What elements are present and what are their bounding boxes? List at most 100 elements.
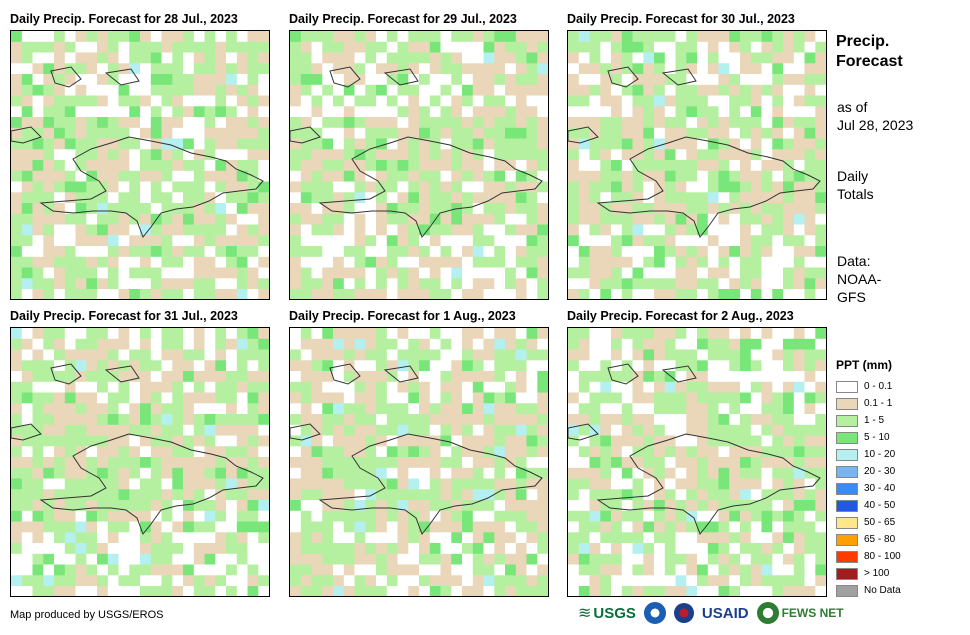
precip-cell	[86, 500, 98, 512]
precip-cell	[247, 586, 259, 596]
precip-cell	[129, 349, 141, 361]
precip-cell	[204, 138, 216, 150]
precip-cell	[654, 489, 666, 501]
precip-cell	[440, 467, 452, 480]
precip-cell	[654, 510, 666, 523]
precip-cell	[600, 414, 612, 426]
precip-cell	[215, 532, 227, 544]
precip-cell	[204, 74, 216, 86]
precip-cell	[697, 371, 709, 383]
precip-cell	[397, 500, 409, 512]
precip-cell	[440, 532, 452, 544]
precip-cell	[589, 235, 601, 247]
precip-cell	[750, 95, 763, 107]
precip-cell	[64, 575, 77, 587]
precip-cell	[697, 564, 709, 576]
precip-cell	[247, 543, 259, 555]
precip-cell	[161, 192, 173, 204]
precip-cell	[707, 467, 720, 480]
precip-cell	[419, 360, 431, 372]
precip-cell	[258, 95, 269, 107]
precip-cell	[107, 127, 120, 140]
precip-cell	[664, 543, 677, 555]
precip-cell	[311, 41, 323, 54]
precip-cell	[21, 203, 34, 215]
precip-cell	[419, 338, 431, 351]
precip-cell	[215, 553, 227, 566]
precip-cell	[589, 532, 601, 544]
precip-cell	[568, 424, 580, 437]
precip-cell	[300, 457, 313, 469]
precip-cell	[397, 489, 409, 501]
precip-cell	[429, 41, 442, 54]
precip-cell	[783, 414, 795, 426]
precip-cell	[21, 328, 34, 340]
precip-cell	[54, 392, 66, 404]
precip-cell	[783, 84, 795, 97]
precip-cell	[526, 224, 538, 236]
precip-cell	[365, 564, 377, 576]
precip-cell	[322, 381, 334, 394]
precip-cell	[664, 500, 677, 512]
precip-cell	[483, 328, 495, 340]
precip-cell	[804, 521, 816, 533]
precip-cell	[54, 289, 66, 299]
precip-cell	[537, 224, 548, 236]
precip-cell	[322, 74, 334, 86]
precip-cell	[11, 414, 23, 426]
precip-cell	[64, 95, 77, 107]
precip-cell	[183, 127, 195, 140]
precip-cell	[343, 127, 356, 140]
side-title: Precip. Forecast	[836, 32, 903, 72]
precip-cell	[815, 106, 826, 118]
precip-cell	[333, 457, 345, 469]
precip-cell	[675, 414, 687, 426]
precip-cell	[429, 349, 442, 361]
precip-cell	[129, 95, 141, 107]
precip-cell	[718, 564, 730, 576]
precip-cell	[462, 213, 474, 226]
precip-cell	[537, 414, 548, 426]
precip-cell	[11, 586, 23, 596]
precip-cell	[21, 170, 34, 183]
precip-cell	[64, 349, 77, 361]
precip-cell	[386, 170, 399, 183]
precip-cell	[365, 424, 377, 437]
precip-cell	[161, 521, 173, 533]
precip-cell	[193, 224, 206, 236]
precip-cell	[204, 510, 216, 523]
precip-cell	[707, 31, 720, 43]
precip-cell	[172, 170, 184, 183]
precip-cell	[311, 543, 323, 555]
precip-cell	[75, 360, 87, 372]
precip-cell	[333, 424, 345, 437]
precip-cell	[43, 170, 55, 183]
precip-cell	[600, 52, 612, 64]
precip-cell	[129, 414, 141, 426]
precip-cell	[783, 170, 795, 183]
precip-cell	[247, 63, 259, 75]
precip-cell	[258, 446, 269, 458]
precip-cell	[54, 256, 66, 269]
precip-cell	[11, 181, 23, 193]
precip-cell	[64, 84, 77, 97]
precip-cell	[354, 553, 366, 566]
precip-cell	[686, 267, 698, 279]
coastline	[661, 365, 697, 383]
precip-cell	[64, 149, 77, 161]
precip-cell	[526, 543, 538, 555]
precip-cell	[311, 278, 323, 290]
precip-cell	[664, 403, 677, 415]
precip-cell	[21, 521, 34, 533]
precip-cell	[611, 224, 623, 236]
precip-cell	[290, 213, 302, 226]
precip-cell	[419, 149, 431, 161]
precip-cell	[664, 160, 677, 172]
precip-cell	[365, 63, 377, 75]
precip-cell	[118, 181, 130, 193]
precip-cell	[64, 564, 77, 576]
precip-cell	[107, 360, 120, 372]
precip-cell	[54, 170, 66, 183]
precip-cell	[440, 575, 452, 587]
precip-cell	[632, 127, 644, 140]
